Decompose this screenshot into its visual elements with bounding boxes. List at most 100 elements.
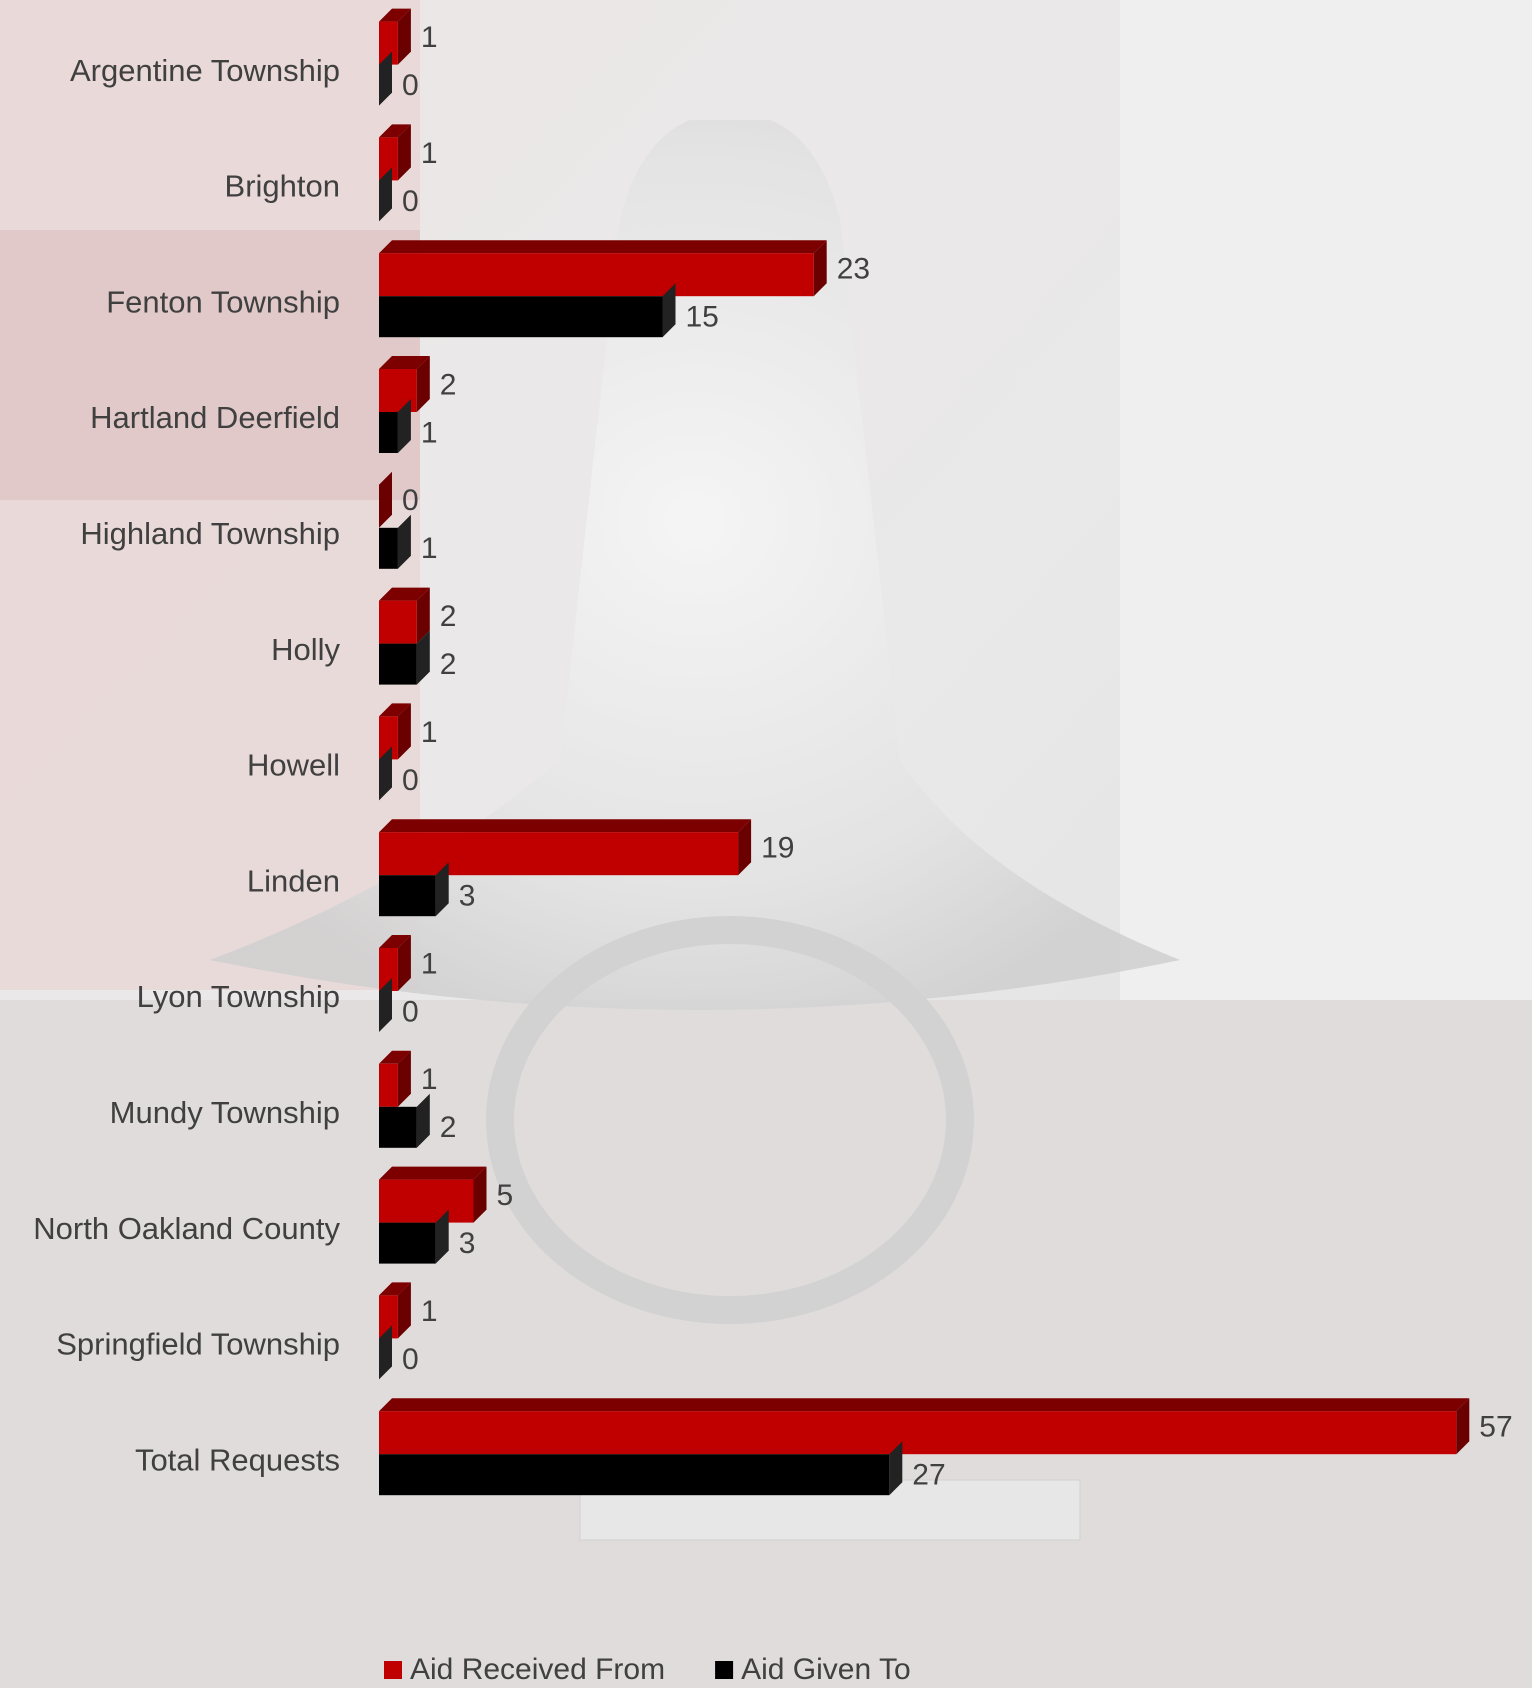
bar-top-face	[379, 1050, 411, 1064]
bar-top-face	[379, 124, 411, 138]
bar	[379, 1222, 436, 1264]
value-label: 0	[402, 764, 419, 797]
value-label: 1	[421, 532, 438, 565]
bar	[379, 21, 398, 65]
value-label: 19	[761, 832, 794, 865]
value-label: 0	[402, 484, 419, 517]
value-label: 0	[402, 185, 419, 218]
value-label: 2	[440, 368, 457, 401]
category-label: Highland Township	[80, 516, 340, 551]
bar	[379, 948, 398, 991]
bar-side-face	[662, 283, 676, 338]
bar-top-face	[379, 1282, 411, 1296]
legend-swatch	[384, 1661, 402, 1679]
bar-top-face	[379, 819, 752, 833]
value-label: 1	[421, 1295, 438, 1328]
bar-side-face	[379, 471, 392, 528]
bar-side-face	[813, 240, 827, 297]
category-label: Lyon Township	[137, 979, 340, 1014]
bar-side-face	[416, 587, 430, 644]
category-label: Hartland Deerfield	[90, 400, 340, 435]
bar	[379, 412, 398, 453]
value-label: 1	[421, 1063, 438, 1096]
category-label: Mundy Township	[110, 1095, 340, 1130]
bar-side-face	[397, 703, 411, 760]
bar	[379, 832, 739, 876]
value-label: 1	[421, 416, 438, 449]
bar	[379, 1411, 1457, 1455]
bar-side-face	[397, 8, 411, 65]
bar-top-face	[379, 1166, 487, 1180]
bar-side-face	[889, 1441, 903, 1496]
bar	[379, 875, 436, 917]
bar	[379, 137, 398, 181]
value-label: 1	[421, 137, 438, 170]
value-label: 1	[421, 716, 438, 749]
bar-side-face	[1456, 1398, 1470, 1455]
bar-side-face	[435, 862, 449, 917]
bar-top-face	[379, 1398, 1470, 1412]
value-label: 2	[440, 1111, 457, 1144]
legend: Aid Received From Aid Given To	[384, 1653, 911, 1686]
bar-side-face	[379, 978, 392, 1032]
value-label: 1	[421, 947, 438, 980]
bar-top-face	[379, 587, 430, 601]
bar	[379, 1106, 417, 1148]
category-label: North Oakland County	[33, 1211, 340, 1246]
value-label: 2	[440, 648, 457, 681]
value-label: 3	[459, 880, 476, 913]
bar-side-face	[397, 1050, 411, 1107]
bar	[379, 716, 398, 760]
bar-side-face	[397, 399, 411, 453]
category-label: Brighton	[225, 169, 340, 204]
bar-top-face	[379, 8, 411, 22]
bar-side-face	[397, 124, 411, 181]
bar-side-face	[397, 1282, 411, 1339]
bar-side-face	[416, 1093, 430, 1148]
category-label: Howell	[247, 748, 340, 783]
bar-top-face	[379, 356, 430, 369]
legend-swatch	[715, 1661, 734, 1679]
bar-side-face	[379, 51, 392, 106]
value-label: 0	[402, 1343, 419, 1376]
bar-top-face	[379, 703, 411, 717]
legend-label: Aid Given To	[741, 1653, 911, 1686]
bar	[379, 1063, 398, 1107]
category-label: Holly	[271, 632, 340, 667]
bar	[379, 253, 814, 297]
value-label: 0	[402, 995, 419, 1028]
bar	[379, 527, 398, 569]
category-label: Linden	[247, 863, 340, 898]
value-label: 23	[837, 253, 870, 286]
value-label: 3	[459, 1227, 476, 1260]
value-label: 2	[440, 600, 457, 633]
bar	[379, 600, 417, 644]
value-label: 0	[402, 69, 419, 102]
value-label: 1	[421, 21, 438, 54]
category-label: Fenton Township	[106, 284, 340, 319]
bar-side-face	[416, 356, 430, 412]
bar	[379, 1179, 474, 1223]
bar-side-face	[379, 746, 392, 801]
value-label: 15	[686, 301, 719, 334]
category-label: Springfield Township	[56, 1327, 340, 1362]
bar-side-face	[435, 1209, 449, 1264]
bar-side-face	[416, 630, 430, 685]
bar	[379, 1454, 890, 1496]
category-label: Argentine Township	[70, 53, 340, 88]
bar-side-face	[738, 819, 752, 876]
bar-side-face	[397, 935, 411, 991]
bar-top-face	[379, 240, 827, 254]
legend-label: Aid Received From	[410, 1653, 665, 1686]
bar-side-face	[379, 167, 392, 222]
bar-top-face	[379, 935, 411, 948]
value-label: 5	[497, 1179, 514, 1212]
bar-side-face	[397, 514, 411, 569]
bar-side-face	[379, 1325, 392, 1380]
value-label: 57	[1479, 1411, 1512, 1444]
bar	[379, 1295, 398, 1339]
bar-side-face	[473, 1166, 487, 1223]
bar	[379, 369, 417, 412]
